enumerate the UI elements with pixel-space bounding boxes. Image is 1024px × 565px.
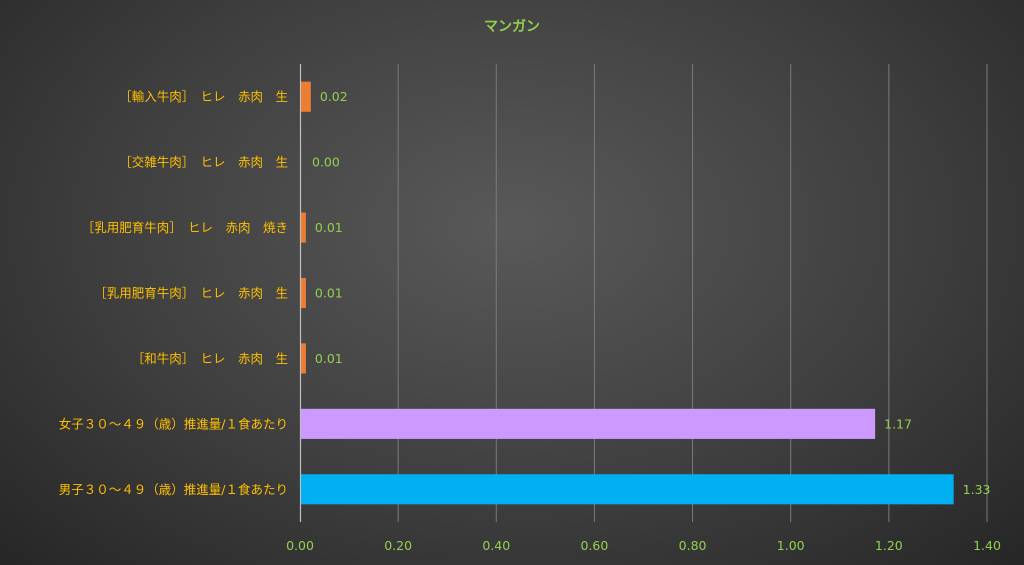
category-label: ［輸入牛肉］ ヒレ 赤肉 生 xyxy=(119,89,288,104)
category-label: ［乳用肥育牛肉］ ヒレ 赤肉 焼き xyxy=(82,220,288,235)
data-label: 0.01 xyxy=(315,220,343,235)
category-label: 男子３０～４９（歳）推進量/１食あたり xyxy=(59,482,288,497)
bar xyxy=(301,81,311,112)
data-label: 0.00 xyxy=(312,155,340,170)
bars xyxy=(301,81,954,505)
x-tick-label: 0.60 xyxy=(581,538,609,553)
data-label: 1.33 xyxy=(963,482,991,497)
bar xyxy=(301,277,306,309)
category-label: ［交雑牛肉］ ヒレ 赤肉 生 xyxy=(119,155,288,170)
data-label: 0.01 xyxy=(315,351,343,366)
category-label: 女子３０～４９（歳）推進量/１食あたり xyxy=(59,416,288,431)
chart-title: マンガン xyxy=(484,19,540,35)
x-tick-label: 0.80 xyxy=(679,538,707,553)
x-tick-label: 1.40 xyxy=(973,538,1001,553)
data-label: 0.02 xyxy=(320,89,348,104)
x-tick-label: 0.20 xyxy=(384,538,412,553)
category-label: ［乳用肥育牛肉］ ヒレ 赤肉 生 xyxy=(94,286,288,301)
bar xyxy=(301,474,954,505)
data-label: 0.01 xyxy=(315,286,343,301)
x-tick-label: 1.20 xyxy=(875,538,903,553)
labels: 0.00 0.20 0.40 0.60 0.80 1.00 1.20 1.40 ［輸入牛肉］ ヒ… xyxy=(59,89,1001,553)
data-label: 1.17 xyxy=(884,416,912,431)
gridlines xyxy=(397,64,988,522)
bar xyxy=(301,343,306,374)
x-tick-label: 0.40 xyxy=(482,538,510,553)
bar xyxy=(301,212,306,243)
x-tick-label: 0.00 xyxy=(286,538,314,553)
category-label: ［和牛肉］ ヒレ 赤肉 生 xyxy=(132,351,288,366)
bar xyxy=(301,408,876,439)
x-tick-label: 1.00 xyxy=(777,538,805,553)
